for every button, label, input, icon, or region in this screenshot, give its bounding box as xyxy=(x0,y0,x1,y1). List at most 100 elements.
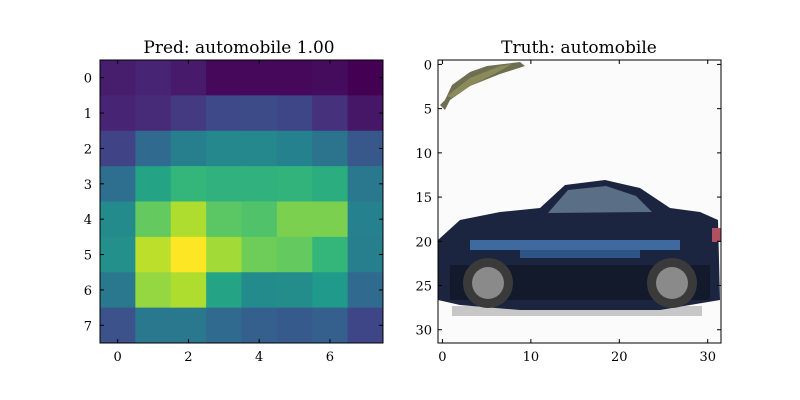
y-tick-label: 10 xyxy=(415,147,432,162)
heatmap-cell xyxy=(100,307,136,344)
heatmap-cell xyxy=(241,307,278,344)
heatmap-cell xyxy=(241,95,278,132)
y-tick-label: 1 xyxy=(84,107,92,122)
heatmap-cell xyxy=(276,307,313,344)
heatmap-cell xyxy=(276,201,313,238)
heatmap-cell xyxy=(206,95,242,132)
y-tick-label: 30 xyxy=(415,324,432,339)
heatmap-cell xyxy=(100,272,136,309)
car-window xyxy=(548,186,652,213)
heatmap-cell xyxy=(100,95,136,132)
car-highlight-lower xyxy=(520,250,640,258)
heatmap-cell xyxy=(347,130,384,167)
heatmap-cell xyxy=(206,236,242,273)
streak-highlight xyxy=(447,64,512,98)
heatmap-cell xyxy=(135,166,172,202)
tail-light xyxy=(712,228,721,242)
heatmap-cells xyxy=(100,60,384,344)
heatmap-cell xyxy=(135,307,172,344)
heatmap-cell xyxy=(312,60,349,96)
shadow xyxy=(452,306,702,316)
heatmap-cell xyxy=(312,166,349,202)
y-tick-label: 2 xyxy=(84,142,92,157)
heatmap-cell xyxy=(312,95,349,132)
y-tick-label: 25 xyxy=(415,280,432,295)
heatmap-cell xyxy=(241,236,278,273)
x-tick-label: 10 xyxy=(523,350,540,365)
heatmap-cell xyxy=(276,130,313,167)
heatmap-cell xyxy=(170,236,207,273)
heatmap-cell xyxy=(100,166,136,202)
front-rim xyxy=(472,267,504,299)
y-tick-label: 0 xyxy=(84,72,92,87)
heatmap-cell xyxy=(241,130,278,167)
heatmap-cell xyxy=(347,166,384,202)
heatmap-cell xyxy=(347,307,384,344)
x-tick-label: 0 xyxy=(438,350,446,365)
heatmap-cell xyxy=(347,95,384,132)
heatmap-cell xyxy=(206,201,242,238)
heatmap-cell xyxy=(135,272,172,309)
heatmap-cell xyxy=(170,166,207,202)
heatmap-cell xyxy=(276,60,313,96)
heatmap-cell xyxy=(135,130,172,167)
heatmap-cell xyxy=(276,236,313,273)
heatmap-cell xyxy=(100,130,136,167)
heatmap-frame xyxy=(99,59,384,344)
heatmap-cell xyxy=(206,166,242,202)
y-tick-label: 7 xyxy=(84,319,92,334)
heatmap-cell xyxy=(100,60,136,96)
car-image xyxy=(438,60,721,343)
heatmap-cell xyxy=(312,201,349,238)
heatmap-cell xyxy=(347,236,384,273)
x-tick-label: 2 xyxy=(184,350,192,365)
x-tick-label: 0 xyxy=(114,350,122,365)
heatmap-title: Pred: automobile 1.00 xyxy=(143,38,334,58)
heatmap-cell xyxy=(206,272,242,309)
heatmap-ticks: 0 2 4 6 0 1 2 3 4 5 6 7 xyxy=(84,60,383,365)
image-panel: Truth: automobile 0 10 20 30 0 5 xyxy=(415,38,722,365)
heatmap-panel: Pred: automobile 1.00 0 2 4 6 0 1 2 3 4 5 6 7 xyxy=(84,38,384,365)
heatmap-cell xyxy=(135,201,172,238)
image-frame xyxy=(437,59,722,344)
x-tick-label: 4 xyxy=(255,350,263,365)
heatmap-cell xyxy=(135,236,172,273)
heatmap-cell xyxy=(170,307,207,344)
heatmap-cell xyxy=(170,95,207,132)
heatmap-cell xyxy=(241,166,278,202)
heatmap-cell xyxy=(170,130,207,167)
image-ticks: 0 10 20 30 0 5 10 15 20 25 30 xyxy=(415,58,721,365)
heatmap-cell xyxy=(312,307,349,344)
heatmap-cell xyxy=(347,60,384,96)
heatmap-cell xyxy=(206,307,242,344)
heatmap-cell xyxy=(170,201,207,238)
heatmap-cell xyxy=(312,130,349,167)
heatmap-cell xyxy=(241,272,278,309)
y-tick-label: 20 xyxy=(415,235,432,250)
heatmap-cell xyxy=(347,272,384,309)
heatmap-cell xyxy=(170,60,207,96)
x-tick-label: 30 xyxy=(699,350,716,365)
heatmap-cell xyxy=(100,201,136,238)
x-tick-label: 6 xyxy=(326,350,334,365)
heatmap-cell xyxy=(206,130,242,167)
heatmap-cell xyxy=(276,272,313,309)
streak xyxy=(440,62,525,110)
heatmap-cell xyxy=(276,95,313,132)
y-tick-label: 15 xyxy=(415,191,432,206)
x-tick-label: 20 xyxy=(611,350,628,365)
y-tick-label: 3 xyxy=(84,178,92,193)
y-tick-label: 0 xyxy=(424,58,432,73)
heatmap-cell xyxy=(135,95,172,132)
heatmap-cell xyxy=(206,60,242,96)
heatmap-cell xyxy=(241,201,278,238)
y-tick-label: 6 xyxy=(84,284,92,299)
heatmap-cell xyxy=(276,166,313,202)
heatmap-cell xyxy=(347,201,384,238)
y-tick-label: 5 xyxy=(84,249,92,264)
y-tick-label: 4 xyxy=(84,213,92,228)
heatmap-cell xyxy=(100,236,136,273)
heatmap-cell xyxy=(170,272,207,309)
y-tick-label: 5 xyxy=(424,103,432,118)
